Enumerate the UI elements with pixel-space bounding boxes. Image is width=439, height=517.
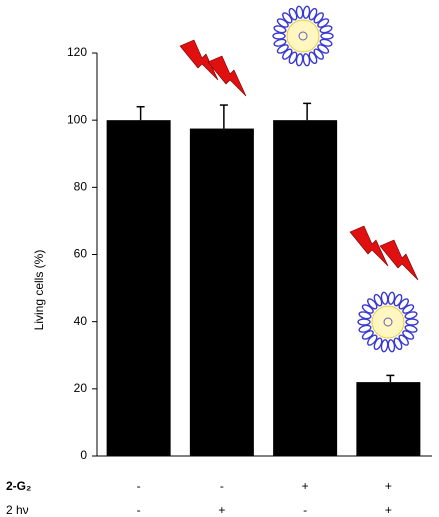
micelle-lipid xyxy=(302,5,311,19)
micelle-lipid xyxy=(402,330,415,340)
micelle-lipid xyxy=(295,53,304,67)
micelle-lipid xyxy=(319,38,333,47)
micelle-lipid xyxy=(387,291,396,305)
bar xyxy=(189,128,254,456)
y-tick-label: 80 xyxy=(74,180,88,194)
bar xyxy=(106,120,171,457)
decorations xyxy=(179,5,419,353)
micelle-lipid xyxy=(404,324,418,333)
condition-value: + xyxy=(385,503,392,517)
micelle-lipid xyxy=(276,44,289,54)
micelle-center xyxy=(298,31,308,41)
micelle-lipid xyxy=(319,25,333,34)
micelle-lipid xyxy=(282,12,293,24)
micelle-lipid xyxy=(393,293,403,307)
y-tick-label: 100 xyxy=(67,112,87,126)
micelle-lipid xyxy=(373,337,383,351)
micelle-lipid xyxy=(317,18,330,28)
micelle-lipid xyxy=(317,44,330,54)
micelle-lipid xyxy=(288,7,298,21)
y-tick-label: 60 xyxy=(74,247,88,261)
condition-value: - xyxy=(137,503,141,517)
lightning-icon xyxy=(207,55,247,97)
micelle-lipid xyxy=(272,32,286,40)
micelle-lipid xyxy=(308,7,318,21)
y-axis-label: Living cells (%) xyxy=(32,250,46,331)
micelle-lipid xyxy=(282,48,293,60)
micelle-lipid xyxy=(361,330,374,340)
micelle-lipid xyxy=(320,32,334,40)
micelle-lipid xyxy=(404,311,418,320)
micelle-lipid xyxy=(313,48,324,60)
micelle-lipid xyxy=(398,298,409,310)
micelle-lipid xyxy=(358,324,372,333)
micelle-lipid xyxy=(302,53,311,67)
micelle-lipid xyxy=(357,318,371,326)
micelle-lipid xyxy=(380,339,389,353)
condition-value: + xyxy=(302,479,309,493)
micelle-lipid xyxy=(398,334,409,346)
micelle-core xyxy=(286,19,320,53)
micelle-lipid xyxy=(367,298,378,310)
y-tick-label: 40 xyxy=(74,314,88,328)
micelle-lipid xyxy=(276,18,289,28)
micelle-lipid xyxy=(308,51,318,65)
y-tick-label: 0 xyxy=(80,448,87,462)
micelle-lipid xyxy=(387,339,396,353)
micelle-lipid xyxy=(361,304,374,314)
micelle-lipid xyxy=(288,51,298,65)
micelle-center xyxy=(383,317,393,327)
micelle-lipid xyxy=(380,291,389,305)
micelle-lipid xyxy=(295,5,304,19)
micelle-lipid xyxy=(373,293,383,307)
micelle-lipid xyxy=(358,311,372,320)
micelle-lipid xyxy=(405,318,419,326)
micelle-lipid xyxy=(273,38,287,47)
condition-value: + xyxy=(385,479,392,493)
lightning-icon xyxy=(349,225,389,267)
condition-value: - xyxy=(137,479,141,493)
condition-label: 2 hν xyxy=(6,503,29,517)
micelle-lipid xyxy=(313,12,324,24)
micelle-lipid xyxy=(393,337,403,351)
y-tick-label: 20 xyxy=(74,381,88,395)
bar xyxy=(356,382,421,456)
condition-label: 2-G₂ xyxy=(6,479,31,493)
micelle-lipid xyxy=(402,304,415,314)
y-tick-label: 120 xyxy=(67,45,87,59)
lightning-icon xyxy=(379,239,419,281)
micelle-lipid xyxy=(273,25,287,34)
bar xyxy=(273,120,338,457)
condition-value: + xyxy=(218,503,225,517)
condition-value: - xyxy=(303,503,307,517)
condition-value: - xyxy=(220,479,224,493)
micelle-core xyxy=(371,305,405,339)
micelle-lipid xyxy=(367,334,378,346)
